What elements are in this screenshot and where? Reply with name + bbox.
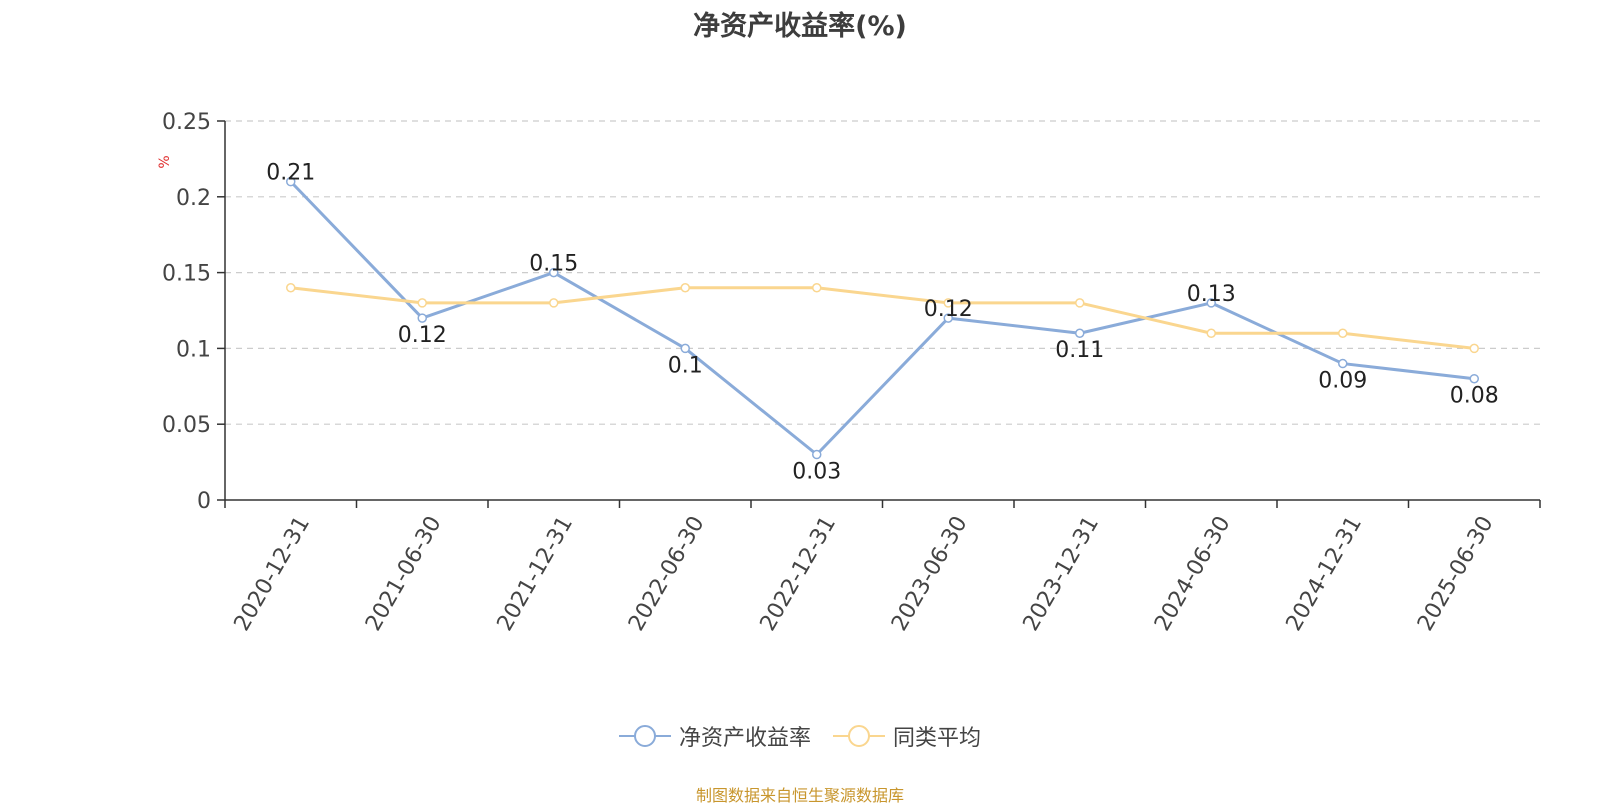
- y-tick-label: 0.15: [162, 262, 211, 287]
- series-line-roe: [289, 180, 1475, 457]
- x-tick-label: 2025-06-30: [1413, 512, 1499, 635]
- x-tick-label: 2022-12-31: [756, 512, 842, 635]
- data-label-roe: 0.08: [1450, 384, 1499, 409]
- data-point-peer-avg: [1206, 328, 1216, 338]
- data-label-roe: 0.03: [792, 460, 841, 485]
- data-label-roe: 0.1: [668, 353, 703, 378]
- x-tick-label: 2021-06-30: [361, 512, 447, 635]
- x-tick-label: 2023-12-31: [1019, 512, 1105, 635]
- data-label-roe: 0.13: [1187, 282, 1236, 307]
- data-point-roe: [680, 343, 690, 354]
- x-tick-label: 2024-12-31: [1282, 512, 1368, 635]
- legend-label-roe: 净资产收益率: [678, 726, 811, 751]
- data-point-peer-avg: [1338, 328, 1348, 338]
- data-label-roe: 0.15: [529, 252, 578, 277]
- data-point-peer-avg: [1469, 343, 1479, 354]
- legend-swatch-peer-avg-icon: [833, 725, 885, 747]
- legend-item-roe[interactable]: 净资产收益率: [618, 720, 811, 752]
- data-point-roe: [417, 313, 427, 323]
- x-tick-label: 2020-12-31: [230, 512, 316, 635]
- legend: 净资产收益率 同类平均: [0, 720, 1600, 752]
- data-point-roe: [286, 176, 296, 187]
- data-point-roe: [1469, 373, 1479, 384]
- x-tick-label: 2024-06-30: [1150, 512, 1236, 635]
- data-point-roe: [812, 449, 822, 460]
- chart-title: 净资产收益率(%): [693, 11, 907, 42]
- y-tick-label: 0.2: [176, 186, 211, 211]
- x-tick-label: 2023-06-30: [887, 512, 973, 635]
- series-line-peer-avg: [290, 286, 1475, 350]
- data-label-roe: 0.12: [398, 323, 447, 348]
- y-tick-label: 0.1: [176, 337, 211, 362]
- data-point-roe: [943, 313, 953, 323]
- legend-label-peer-avg: 同类平均: [893, 726, 982, 751]
- data-point-peer-avg: [680, 283, 690, 293]
- data-point-peer-avg: [1075, 298, 1085, 308]
- source-footer: 制图数据来自恒生聚源数据库: [695, 786, 904, 805]
- data-point-roe: [1338, 358, 1348, 369]
- data-label-roe: 0.11: [1055, 338, 1104, 363]
- data-point-peer-avg: [286, 283, 296, 293]
- x-tick-label: 2021-12-31: [493, 512, 579, 635]
- data-label-roe: 0.09: [1318, 369, 1367, 394]
- data-point-peer-avg: [417, 298, 427, 308]
- y-tick-label: 0: [197, 489, 211, 514]
- data-point-peer-avg: [812, 283, 822, 293]
- y-tick-label: 0.05: [162, 413, 211, 438]
- y-axis-unit-label: %: [157, 155, 173, 168]
- data-label-roe: 0.21: [266, 161, 315, 186]
- data-point-roe: [1075, 328, 1085, 338]
- data-point-peer-avg: [549, 298, 559, 308]
- data-point-roe: [549, 267, 559, 278]
- data-point-roe: [1206, 298, 1216, 308]
- legend-item-peer-avg[interactable]: 同类平均: [833, 720, 981, 752]
- legend-swatch-roe-icon: [618, 725, 671, 747]
- x-tick-label: 2022-06-30: [624, 512, 710, 635]
- data-label-roe: 0.12: [924, 297, 973, 322]
- y-tick-label: 0.25: [162, 110, 211, 135]
- data-point-peer-avg: [943, 298, 953, 308]
